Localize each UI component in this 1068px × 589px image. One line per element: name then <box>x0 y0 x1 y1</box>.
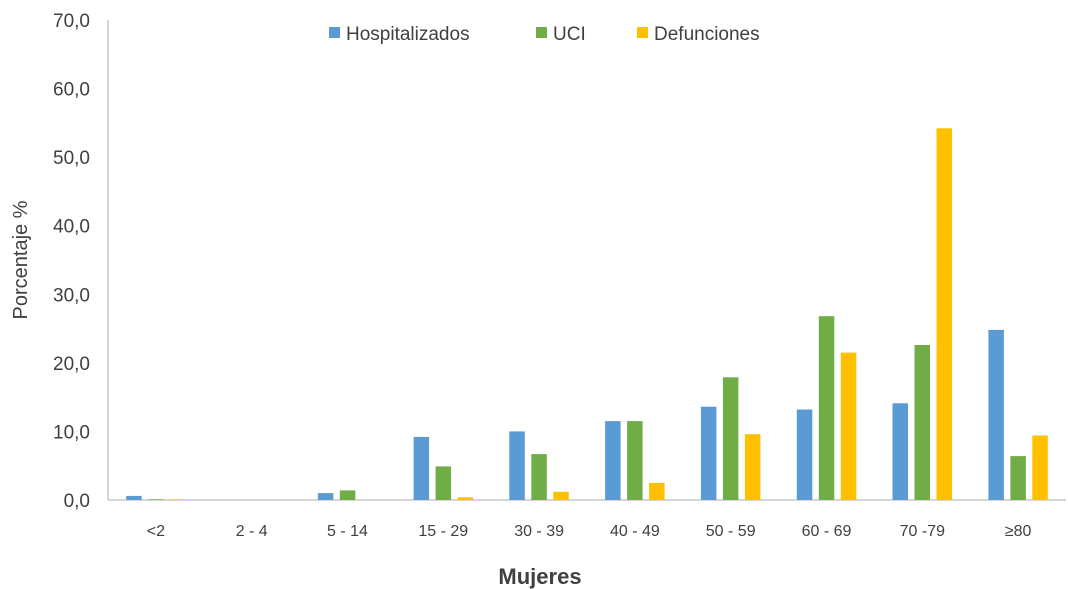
legend-swatch-uci <box>536 27 547 38</box>
x-axis-category-labels: <2 2 - 4 5 - 14 15 - 29 30 - 39 40 - 49 50 - 5… <box>147 523 1032 540</box>
y-axis-ticks: 0,0 10,0 20,0 30,0 40,0 50,0 60,0 70,0 <box>53 11 90 512</box>
bar-defunciones <box>744 434 761 500</box>
y-tick-label: 10,0 <box>53 422 90 443</box>
y-tick-label: 0,0 <box>64 491 90 512</box>
x-axis-title: Mujeres <box>498 564 581 589</box>
y-tick-label: 30,0 <box>53 285 90 306</box>
bar-uci <box>627 421 643 500</box>
bar-uci <box>435 466 452 500</box>
y-tick-label: 20,0 <box>53 354 90 375</box>
y-axis-title: Porcentaje % <box>10 200 32 319</box>
bar-defunciones <box>840 352 857 500</box>
legend: Hospitalizados UCI Defunciones <box>329 24 760 45</box>
y-tick-label: 50,0 <box>53 148 90 169</box>
bar-uci <box>914 345 930 500</box>
legend-label-uci: UCI <box>553 24 586 45</box>
x-category-label: 70 -79 <box>900 523 945 540</box>
bar-hospitalizados <box>700 406 717 500</box>
bar-defunciones <box>936 128 952 501</box>
bar-defunciones <box>553 491 569 500</box>
bar-uci <box>148 499 164 500</box>
bar-uci <box>1010 456 1026 500</box>
legend-swatch-hospitalizados <box>329 27 340 38</box>
bar-uci <box>339 490 356 500</box>
bar-hospitalizados <box>892 403 908 500</box>
bar-hospitalizados <box>796 409 813 500</box>
bar-defunciones <box>649 482 665 500</box>
x-category-label: 40 - 49 <box>610 523 660 540</box>
bar-uci <box>722 377 739 500</box>
bars <box>126 128 1048 501</box>
x-category-label: 5 - 14 <box>327 523 368 540</box>
y-tick-label: 40,0 <box>53 217 90 238</box>
legend-label-hospitalizados: Hospitalizados <box>346 24 470 45</box>
x-category-label: 15 - 29 <box>418 523 468 540</box>
legend-swatch-defunciones <box>637 27 648 38</box>
x-category-label: 30 - 39 <box>514 523 564 540</box>
bar-hospitalizados <box>413 436 430 500</box>
legend-label-defunciones: Defunciones <box>654 24 760 45</box>
bar-hospitalizados <box>988 329 1004 500</box>
y-tick-label: 70,0 <box>53 11 90 32</box>
y-tick-label: 60,0 <box>53 80 90 101</box>
bar-uci <box>818 316 835 500</box>
x-category-label: 50 - 59 <box>706 523 756 540</box>
x-category-label: ≥80 <box>1005 523 1032 540</box>
bar-defunciones <box>170 499 186 500</box>
bar-defunciones <box>1032 435 1048 500</box>
x-category-label: <2 <box>147 523 165 540</box>
bar-hospitalizados <box>126 495 142 500</box>
x-category-label: 60 - 69 <box>802 523 852 540</box>
bar-hospitalizados <box>509 431 525 500</box>
bar-hospitalizados <box>317 493 334 500</box>
bar-hospitalizados <box>605 421 621 500</box>
bar-uci <box>531 454 547 500</box>
x-category-label: 2 - 4 <box>236 523 268 540</box>
bar-defunciones <box>457 497 474 500</box>
